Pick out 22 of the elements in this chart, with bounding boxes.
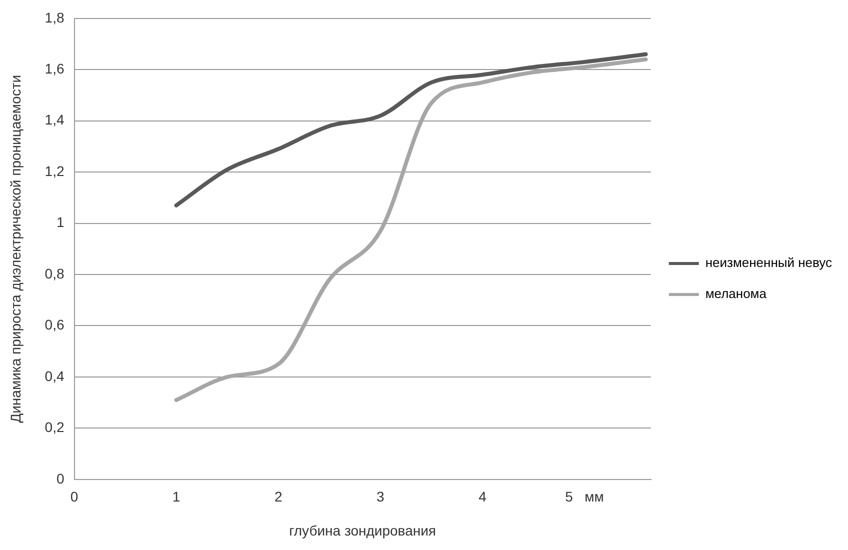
- y-tick-label: 1,4: [44, 112, 64, 128]
- x-tick-label: 0: [70, 488, 78, 505]
- x-axis-title: глубина зондирования: [289, 522, 436, 538]
- y-axis-title: Динамика прироста диэлектрической проницаемости: [7, 74, 24, 423]
- x-tick-label: 5 мм: [565, 488, 604, 505]
- legend-label: неизмененный невус: [705, 255, 832, 270]
- y-tick-label: 0,2: [44, 419, 64, 436]
- x-tick-label: 2: [274, 488, 282, 505]
- y-tick-label: 0,6: [44, 316, 64, 333]
- y-tick-label: 1,8: [44, 9, 64, 26]
- y-tick-label: 0: [56, 470, 64, 486]
- x-tick-label: 1: [172, 488, 180, 505]
- y-tick-label: 1: [56, 214, 64, 230]
- line-series: [174, 57, 648, 402]
- y-tick-label: 1,6: [44, 60, 64, 76]
- line-series: [174, 52, 648, 208]
- y-tick-label: 1,2: [44, 162, 64, 179]
- x-tick-label: 4: [478, 488, 487, 505]
- x-tick-label: 3: [376, 488, 385, 505]
- y-tick-label: 0,8: [44, 265, 64, 282]
- legend-label: меланома: [705, 286, 768, 302]
- y-tick-label: 0,4: [44, 368, 64, 384]
